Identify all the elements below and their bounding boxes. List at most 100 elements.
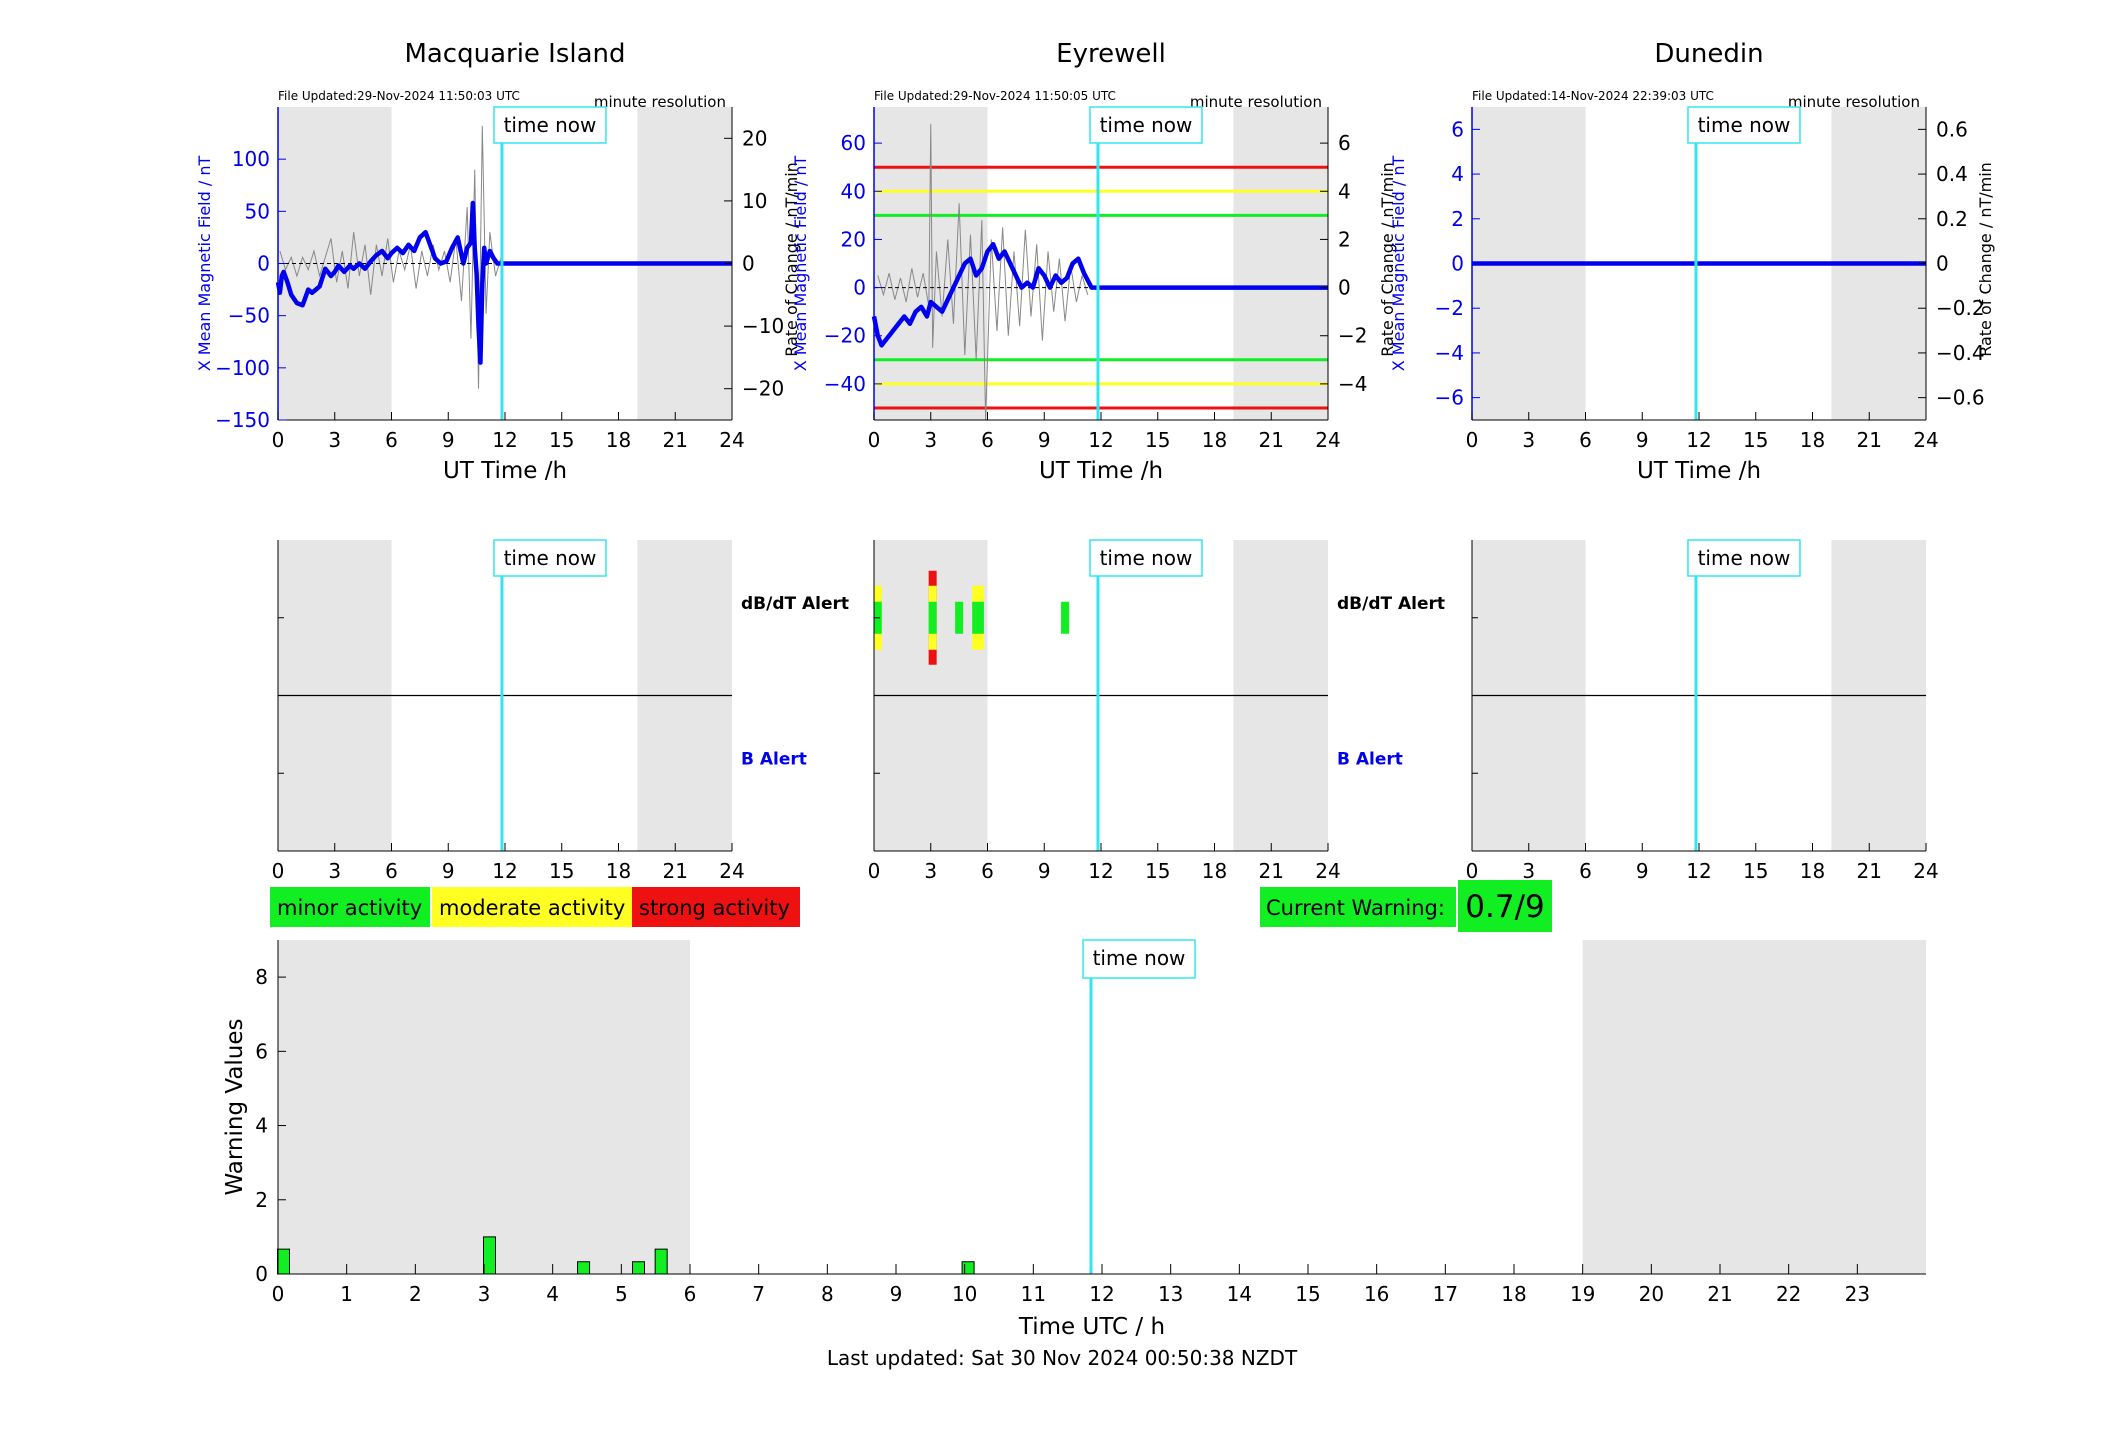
station-0-alert-time-now-label: time now [504,546,597,570]
station-0-ltick-label: −150 [215,408,270,432]
station-1-rtick-label: 4 [1338,179,1351,203]
station-1-top-xlabel: UT Time /h [1039,458,1163,484]
station-1-alert-time-now-label: time now [1100,546,1193,570]
station-2-alert-xtick-label: 0 [1466,859,1479,883]
warning-xtick-label: 16 [1364,1282,1389,1306]
warning-bar [961,1261,975,1275]
legend-minor-label: minor activity [277,896,422,920]
station-1-group: Eyrewell File Updated:29-Nov-2024 11:50:0… [791,39,1445,883]
station-2-rtick-label: 0 [1936,252,1949,276]
station-2-ltick-label: 2 [1451,207,1464,231]
station-0-group: Macquarie Island File Updated:29-Nov-2024… [195,39,849,883]
station-2-left-axis-label: X Mean Magnetic Field / nT [1389,156,1408,372]
legend-strong-label: strong activity [639,896,790,920]
station-2-alert-xtick-label: 18 [1800,859,1825,883]
station-0-left-axis-label: X Mean Magnetic Field / nT [195,156,214,372]
station-1-dbdt-label: dB/dT Alert [1337,594,1445,614]
station-1-top-xtick-label: 24 [1315,428,1340,452]
station-2-top-xtick-label: 24 [1913,428,1938,452]
warning-bar [482,1236,496,1275]
station-0-top-xtick-label: 21 [663,428,688,452]
warning-xtick-label: 13 [1158,1282,1183,1306]
station-2-right-axis-label: Rate of Change / nT/min [1976,162,1995,357]
warning-night-shade [1582,940,1926,1274]
station-1-ltick-label: −20 [824,324,866,348]
warning-xtick-label: 5 [615,1282,628,1306]
warning-ytick-label: 4 [255,1114,268,1138]
current-warning-box [1260,887,1456,927]
station-1-dbdt-alert-minor [975,601,984,634]
warning-xtick-label: 14 [1227,1282,1252,1306]
station-1-field-series [871,241,1328,348]
station-0-rtick-label: 20 [742,126,767,150]
station-2-top-xtick-label: 12 [1686,428,1711,452]
warning-xtick-label: 8 [821,1282,834,1306]
station-1-alert-xtick-label: 9 [1038,859,1051,883]
warning-night-shade [278,940,690,1274]
station-1-title: Eyrewell [1056,39,1166,69]
station-1-ltick-label: 20 [841,227,866,251]
station-0-alert-xtick-label: 24 [719,859,744,883]
warning-xtick-label: 0 [272,1282,285,1306]
warning-xtick-label: 11 [1021,1282,1046,1306]
station-1-top-xtick-label: 3 [924,428,937,452]
station-2-alert-xtick-label: 6 [1579,859,1592,883]
warning-bar [577,1261,591,1275]
station-0-top-xtick-label: 0 [272,428,285,452]
station-1-ltick-label: 40 [841,179,866,203]
station-2-top-xtick-label: 3 [1522,428,1535,452]
station-0-rtick-label: 0 [742,252,755,276]
warning-bar [632,1261,645,1275]
station-1-top-time-now-label: time now [1100,113,1193,137]
station-0-top-xlabel: UT Time /h [443,458,567,484]
station-0-ltick-label: −100 [215,356,270,380]
warning-bar [654,1248,668,1275]
station-0-alert-xtick-label: 15 [549,859,574,883]
station-2-group: Dunedin File Updated:14-Nov-2024 22:39:03… [1389,39,1995,883]
station-0-ltick-label: 50 [245,199,270,223]
station-2-rtick-label: −0.2 [1936,296,1985,320]
warning-xtick-label: 15 [1295,1282,1320,1306]
station-0-file-updated: File Updated:29-Nov-2024 11:50:03 UTC [278,89,520,103]
station-0-alert-time-now-box [493,539,607,577]
station-0-top-xtick-label: 15 [549,428,574,452]
station-1-right-axis-label: Rate of Change / nT/min [1378,162,1397,357]
station-0-rtick-label: 10 [742,189,767,213]
station-1-rtick-label: −4 [1338,372,1367,396]
station-0-top-time-now-box [493,106,607,144]
legend-minor-swatch [270,887,430,927]
station-1-rtick-label: 0 [1338,276,1351,300]
station-1-night-shade [1233,107,1328,420]
station-1-rtick-label: −2 [1338,324,1367,348]
station-2-ltick-label: 0 [1451,252,1464,276]
station-1-resolution: minute resolution [1190,93,1322,111]
station-2-file-updated: File Updated:14-Nov-2024 22:39:03 UTC [1472,89,1714,103]
station-0-top-xtick-label: 9 [442,428,455,452]
station-2-alert-xtick-label: 3 [1522,859,1535,883]
current-warning-value: 0.7/9 [1465,889,1544,925]
station-0-alert-xtick-label: 3 [328,859,341,883]
warning-ytick-label: 8 [255,965,268,989]
warning-xtick-label: 20 [1639,1282,1664,1306]
station-1-top-xtick-label: 6 [981,428,994,452]
warning-ytick-label: 6 [255,1039,268,1063]
legend-moderate-label: moderate activity [439,896,625,920]
station-0-alert-xtick-label: 21 [663,859,688,883]
station-0-top-xtick-label: 3 [328,428,341,452]
station-2-ltick-label: −2 [1435,296,1464,320]
station-1-top-xtick-label: 15 [1145,428,1170,452]
station-1-left-axis-label: X Mean Magnetic Field / nT [791,156,810,372]
station-1-ltick-label: 60 [841,131,866,155]
station-2-alert-time-now-label: time now [1698,546,1791,570]
station-1-alert-xtick-label: 3 [924,859,937,883]
warning-xtick-label: 19 [1570,1282,1595,1306]
station-2-ltick-label: −4 [1435,341,1464,365]
warning-xtick-label: 9 [890,1282,903,1306]
station-0-dbdt-label: dB/dT Alert [741,594,849,614]
station-0-alert-xtick-label: 0 [272,859,285,883]
station-2-top-xlabel: UT Time /h [1637,458,1761,484]
warning-xtick-label: 22 [1776,1282,1801,1306]
warning-xtick-label: 6 [684,1282,697,1306]
station-2-title: Dunedin [1654,39,1763,69]
